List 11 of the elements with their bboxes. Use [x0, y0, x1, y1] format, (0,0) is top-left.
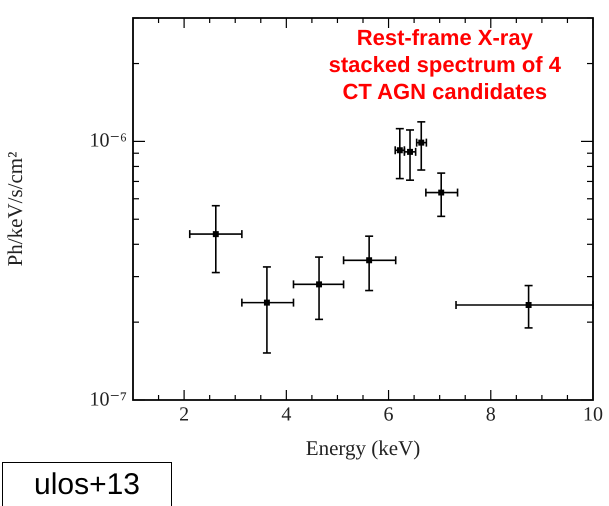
x-tick-label: 10 — [583, 403, 603, 426]
text: Rest-frame X-ray stacked spectrum of 4 CT AGN candidates — [328, 25, 562, 104]
y-tick-label: 10⁻⁷ — [89, 388, 128, 410]
y-tick-label: 10⁻⁶ — [89, 130, 128, 152]
y-axis-title: Ph/keV/s/cm² — [3, 152, 28, 266]
text: ulos+13 — [2, 462, 172, 506]
x-tick-label: 2 — [179, 403, 190, 426]
x-tick-label: 8 — [486, 403, 496, 426]
x-axis-title: Energy (keV) — [306, 436, 420, 460]
x-tick-label: 4 — [281, 403, 292, 426]
x-tick-label: 6 — [384, 403, 394, 426]
